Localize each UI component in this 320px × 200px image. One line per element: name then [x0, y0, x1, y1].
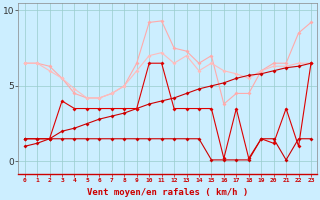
X-axis label: Vent moyen/en rafales ( km/h ): Vent moyen/en rafales ( km/h ): [87, 188, 248, 197]
